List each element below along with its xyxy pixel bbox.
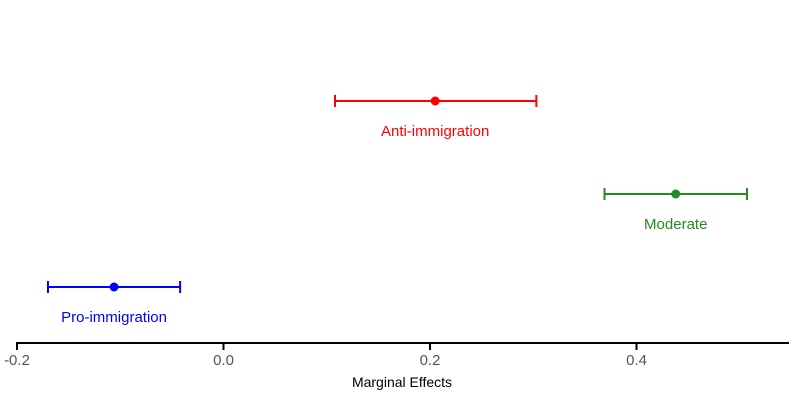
series-label: Moderate — [644, 216, 707, 233]
point-estimate — [671, 189, 681, 199]
series-label: Anti-immigration — [381, 123, 489, 140]
x-axis-label: Marginal Effects — [352, 374, 452, 390]
point-estimate — [109, 282, 119, 292]
point-estimate — [430, 96, 440, 106]
series-pro-immigration: Pro-immigration — [46, 281, 182, 326]
x-axis: -0.2 0.0 0.2 0.4 — [4, 342, 789, 369]
series-layer: Anti-immigration Moderate Pro-immigration — [46, 95, 748, 326]
x-tick-label: 0.2 — [420, 352, 441, 369]
series-moderate: Moderate — [603, 188, 748, 233]
series-label: Pro-immigration — [61, 309, 167, 326]
x-tick-label: 0.0 — [213, 352, 234, 369]
x-tick-label: -0.2 — [4, 352, 30, 369]
x-tick-label: 0.4 — [626, 352, 647, 369]
series-anti-immigration: Anti-immigration — [334, 95, 538, 140]
